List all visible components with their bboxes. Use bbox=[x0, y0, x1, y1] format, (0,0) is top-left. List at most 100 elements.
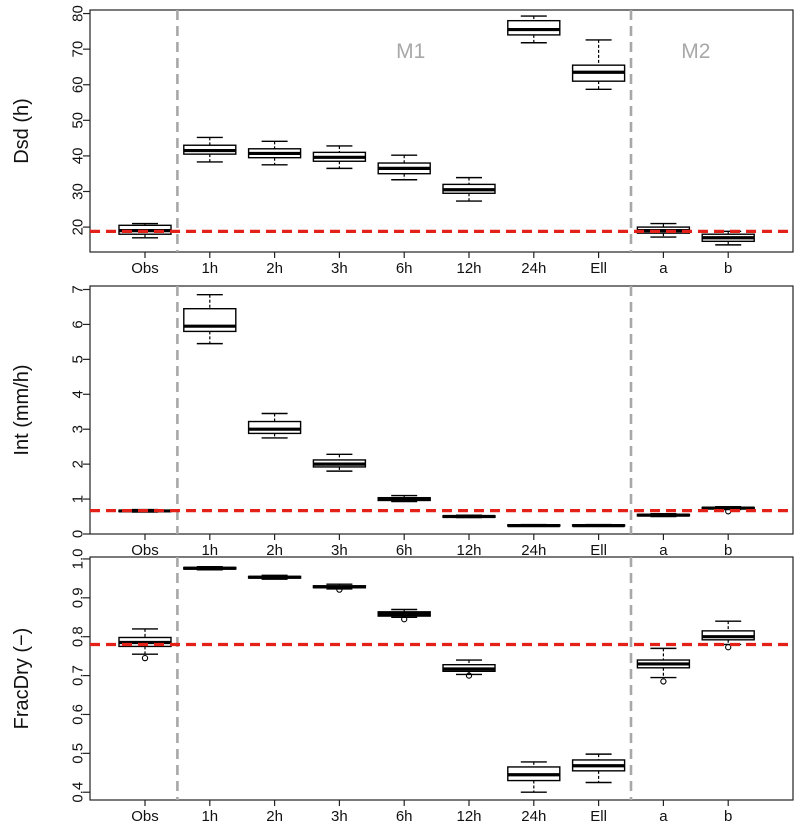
x-tick-label: 6h bbox=[396, 808, 413, 825]
box-Ell bbox=[571, 39, 626, 91]
y-tick-label: 0.5 bbox=[70, 743, 87, 764]
plot-frame bbox=[89, 9, 794, 253]
x-tick-label: b bbox=[724, 808, 732, 825]
box-a bbox=[636, 513, 691, 518]
box-24h bbox=[507, 761, 561, 793]
x-tick-label: a bbox=[659, 260, 668, 277]
box-1h bbox=[183, 566, 237, 571]
box-1h bbox=[183, 294, 237, 345]
box-1h bbox=[183, 136, 237, 163]
panel-3: 0.4 0.5 0.6 0.7 0.8 0.9 1.0 FracDry (−) Obs 1h 2h 3… bbox=[11, 549, 794, 825]
box-body bbox=[183, 308, 237, 333]
box-24h bbox=[507, 523, 561, 528]
x-tick-label: 1h bbox=[201, 260, 218, 277]
y-tick-label: 0.6 bbox=[70, 704, 87, 725]
y-tick-label: 4 bbox=[70, 390, 87, 398]
box-6h bbox=[377, 494, 431, 503]
x-tick-label: 2h bbox=[266, 260, 283, 277]
box-2h bbox=[247, 412, 302, 439]
x-tick-label: Ell bbox=[590, 542, 607, 559]
x-tick-label: Ell bbox=[590, 808, 607, 825]
box-2h bbox=[247, 140, 302, 166]
x-tick-label: 2h bbox=[266, 542, 283, 559]
box-3h bbox=[312, 145, 367, 170]
box-b bbox=[701, 620, 755, 651]
panel-2: 0 1 2 3 4 5 6 7 Int (mm/h) Obs 1h 2h 3h 6h 12h 24h Ell a b bbox=[11, 285, 794, 559]
box-6h bbox=[377, 608, 431, 623]
x-tick-label: Obs bbox=[131, 260, 159, 277]
group-label: M1 bbox=[396, 40, 425, 63]
y-tick-label: 0.4 bbox=[70, 782, 87, 803]
group-label: M2 bbox=[681, 40, 710, 63]
x-tick-label: 3h bbox=[331, 260, 348, 277]
outlier-point bbox=[660, 678, 667, 685]
y-axis-label: Dsd (h) bbox=[11, 98, 33, 164]
outlier-point bbox=[725, 644, 732, 651]
x-tick-label: Ell bbox=[590, 260, 607, 277]
x-tick-label: 6h bbox=[396, 542, 413, 559]
y-tick-label: 7 bbox=[70, 285, 87, 293]
y-tick-label: 0.7 bbox=[70, 665, 87, 686]
box-b bbox=[701, 230, 755, 246]
y-tick-label: 20 bbox=[70, 219, 87, 236]
box-3h bbox=[312, 583, 367, 593]
x-tick-label: 3h bbox=[331, 808, 348, 825]
box-a bbox=[636, 222, 691, 238]
x-tick-label: 1h bbox=[201, 542, 218, 559]
y-tick-label: 1.0 bbox=[70, 549, 87, 570]
y-tick-label: 5 bbox=[70, 355, 87, 363]
x-tick-label: b bbox=[724, 542, 732, 559]
x-tick-label: 12h bbox=[456, 260, 481, 277]
x-tick-label: 2h bbox=[266, 808, 283, 825]
y-tick-label: 2 bbox=[70, 460, 87, 468]
outlier-point bbox=[336, 586, 343, 593]
y-axis-label: Int (mm/h) bbox=[11, 364, 33, 455]
y-tick-label: 0.9 bbox=[70, 587, 87, 608]
x-tick-label: Obs bbox=[131, 808, 159, 825]
box-24h bbox=[507, 15, 561, 44]
outlier-point bbox=[465, 672, 473, 679]
x-tick-label: b bbox=[724, 260, 732, 277]
box-body bbox=[247, 420, 302, 435]
y-tick-label: 6 bbox=[70, 320, 87, 328]
box-12h bbox=[442, 659, 496, 679]
x-tick-label: 6h bbox=[396, 260, 413, 277]
box-6h bbox=[377, 154, 431, 181]
plot-frame bbox=[89, 556, 794, 801]
box-a bbox=[636, 647, 691, 685]
box-Ell bbox=[571, 753, 626, 784]
outlier-point bbox=[141, 654, 149, 662]
box-12h bbox=[442, 514, 496, 519]
y-tick-label: 30 bbox=[70, 183, 87, 200]
x-tick-label: 12h bbox=[456, 808, 481, 825]
x-tick-label: a bbox=[659, 542, 668, 559]
x-tick-label: 12h bbox=[456, 542, 481, 559]
y-tick-label: 60 bbox=[70, 76, 87, 93]
box-Ell bbox=[571, 523, 626, 528]
box-12h bbox=[442, 176, 496, 202]
x-tick-label: Obs bbox=[131, 542, 159, 559]
y-tick-label: 3 bbox=[70, 425, 87, 433]
y-tick-label: 0 bbox=[70, 530, 87, 538]
x-tick-label: 3h bbox=[331, 542, 348, 559]
y-axis-label: FracDry (−) bbox=[11, 628, 33, 730]
box-3h bbox=[312, 453, 367, 472]
x-tick-label: a bbox=[659, 808, 668, 825]
y-tick-label: 1 bbox=[70, 495, 87, 503]
x-tick-label: 1h bbox=[201, 808, 218, 825]
y-tick-label: 0.8 bbox=[70, 626, 87, 647]
y-tick-label: 40 bbox=[70, 148, 87, 165]
y-tick-label: 70 bbox=[70, 41, 87, 58]
box-body bbox=[507, 19, 561, 36]
x-tick-label: 24h bbox=[521, 260, 546, 277]
y-tick-label: 80 bbox=[70, 5, 87, 22]
box-2h bbox=[247, 574, 302, 580]
box-Obs bbox=[118, 628, 172, 662]
plot-frame bbox=[89, 285, 794, 535]
x-tick-label: 24h bbox=[521, 808, 546, 825]
panel-1: 20 30 40 50 60 70 80 Dsd (h) Obs 1h 2h 3h 6h 12h 24h El… bbox=[11, 5, 794, 277]
outlier-point bbox=[401, 616, 408, 623]
x-tick-label: 24h bbox=[521, 542, 546, 559]
y-tick-label: 50 bbox=[70, 112, 87, 129]
